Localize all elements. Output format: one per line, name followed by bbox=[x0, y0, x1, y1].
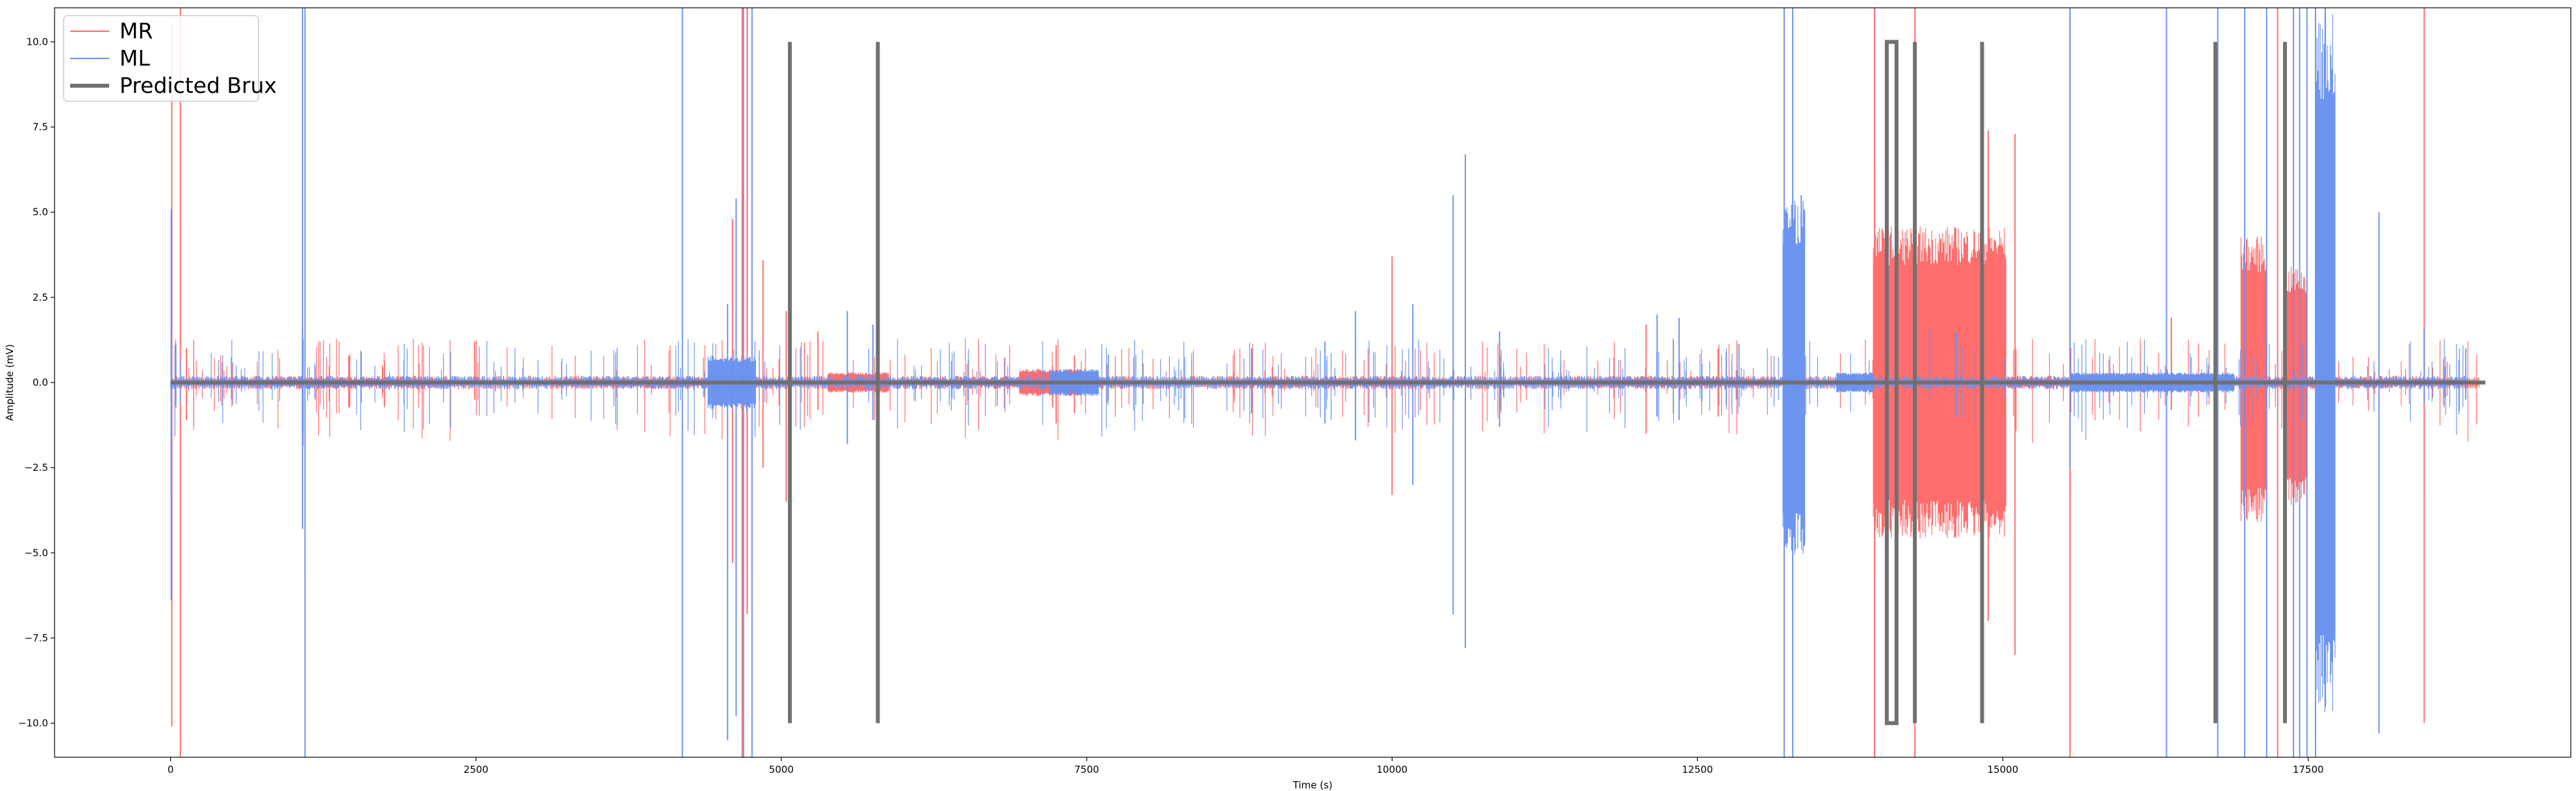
y-tick-label: 2.5 bbox=[32, 292, 48, 303]
y-tick-label: −7.5 bbox=[25, 632, 48, 644]
series-layer bbox=[170, 8, 2486, 757]
y-axis-label: Amplitude (mV) bbox=[4, 344, 16, 421]
legend-label-ml: ML bbox=[120, 45, 150, 71]
legend: MR ML Predicted Brux bbox=[63, 15, 277, 102]
legend-box bbox=[63, 15, 259, 102]
y-tick-label: −2.5 bbox=[25, 462, 48, 473]
series-predicted-brux bbox=[170, 40, 2486, 725]
legend-label-predicted-brux: Predicted Brux bbox=[120, 73, 277, 98]
x-tick-label: 12500 bbox=[1682, 764, 1713, 775]
x-tick-label: 5000 bbox=[769, 764, 794, 775]
x-axis-label: Time (s) bbox=[1293, 779, 1333, 791]
y-tick-label: 7.5 bbox=[32, 121, 48, 133]
y-axis: −10.0 −7.5 −5.0 −2.5 0.0 2.5 5.0 7.5 10.0 bbox=[18, 36, 55, 729]
x-tick-label: 15000 bbox=[1988, 764, 2019, 775]
y-tick-label: 10.0 bbox=[27, 36, 48, 47]
x-tick-label: 10000 bbox=[1376, 764, 1408, 775]
y-tick-label: −10.0 bbox=[18, 718, 48, 729]
x-axis: 0 2500 5000 7500 10000 12500 15000 17500 bbox=[168, 757, 2324, 775]
y-tick-label: 0.0 bbox=[32, 377, 48, 388]
legend-label-mr: MR bbox=[120, 18, 153, 44]
y-tick-label: −5.0 bbox=[25, 547, 48, 559]
x-tick-label: 0 bbox=[168, 764, 174, 775]
x-tick-label: 7500 bbox=[1074, 764, 1099, 775]
y-tick-label: 5.0 bbox=[32, 207, 48, 218]
x-tick-label: 2500 bbox=[464, 764, 488, 775]
x-tick-label: 17500 bbox=[2293, 764, 2324, 775]
